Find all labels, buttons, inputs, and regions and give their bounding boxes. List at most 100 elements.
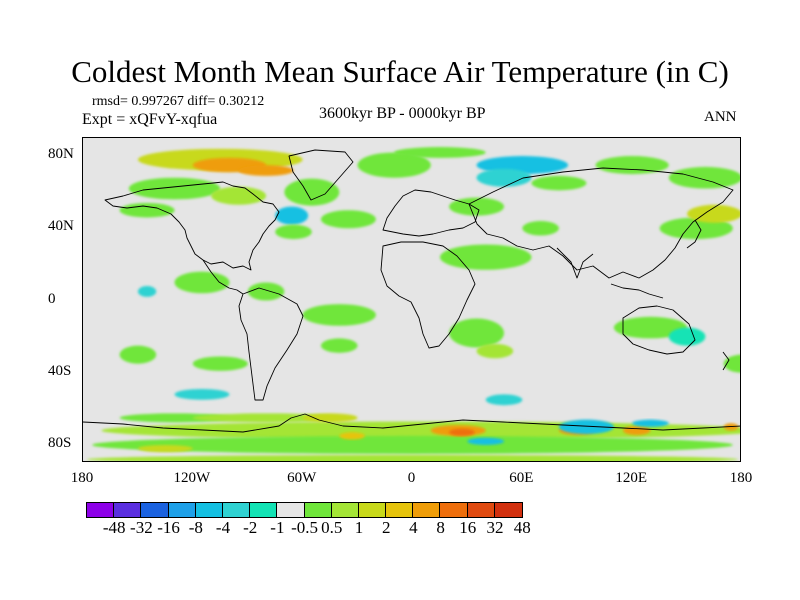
contour-region: [623, 425, 651, 436]
contour-region: [238, 165, 294, 176]
colorbar-swatch: [250, 503, 278, 517]
contour-region: [302, 304, 376, 326]
rmsd-diff-stats: rmsd= 0.997267 diff= 0.30212: [92, 94, 265, 109]
lat-tick-label: 40S: [48, 362, 72, 379]
contour-region: [439, 244, 532, 270]
colorbar-label: 48: [513, 518, 531, 537]
coast-africa: [380, 241, 476, 349]
colorbar-label: 16: [459, 518, 477, 537]
contour-region: [531, 175, 587, 191]
contour-region: [449, 428, 475, 436]
colorbar-label: 2: [381, 518, 391, 537]
lat-tick-label: 40N: [48, 218, 74, 235]
contour-region: [476, 343, 514, 359]
colorbar-label: 1: [354, 518, 364, 537]
contour-region: [192, 413, 340, 423]
lon-tick-label: 180: [729, 470, 753, 486]
colorbar-label: 0.5: [321, 518, 343, 537]
colorbar-label: 32: [486, 518, 504, 537]
colorbar-label: -4: [215, 518, 231, 537]
coast-antarctica: [83, 413, 740, 433]
colorbar-label: -32: [130, 518, 153, 537]
contour-region: [119, 345, 157, 364]
coast-india: [556, 247, 594, 279]
contour-region: [659, 217, 733, 240]
contour-region: [86, 454, 739, 461]
contour-region: [174, 388, 230, 400]
colorbar-swatch: [358, 503, 387, 517]
coast-indonesia: [610, 283, 664, 299]
lon-tick-label: 180: [70, 470, 94, 486]
contour-region: [119, 203, 175, 218]
contour-region: [302, 413, 358, 423]
contour-region: [522, 221, 559, 236]
colorbar-swatch: [168, 503, 196, 517]
lon-tick-label: 120W: [173, 470, 211, 486]
lon-tick-label: 120E: [615, 470, 647, 486]
contour-region: [137, 444, 193, 453]
lon-tick-label: 60E: [509, 470, 534, 486]
colorbar-swatch: [141, 503, 169, 517]
colorbar-label: -2: [243, 518, 258, 537]
colorbar-swatch: [331, 503, 359, 517]
contour-region: [613, 316, 688, 339]
coast-north-america: [104, 181, 280, 271]
colorbar-swatch: [87, 503, 115, 517]
coast-central-america: [202, 259, 244, 295]
colorbar-swatch: [304, 503, 332, 517]
colorbar-swatch: [277, 503, 305, 517]
colorbar-swatch: [440, 503, 468, 517]
colorbar-swatch: [195, 503, 223, 517]
contour-region: [558, 419, 614, 435]
colorbar-swatch: [222, 503, 251, 517]
colorbar-swatch: [467, 503, 495, 517]
lon-tick-label: 0: [407, 470, 416, 486]
colorbar-label: -0.5: [291, 518, 319, 537]
colorbar-label: 8: [436, 518, 445, 537]
map-plot-area: [82, 137, 741, 462]
contour-region: [668, 327, 706, 346]
coast-asia: [468, 167, 734, 279]
colorbar: [86, 502, 523, 518]
contour-region: [192, 356, 248, 371]
contour-region: [174, 271, 230, 294]
map-title: Coldest Month Mean Surface Air Temperatu…: [71, 54, 729, 89]
contour-region: [275, 224, 312, 240]
coastlines: [83, 149, 740, 433]
colorbar-label: 4: [409, 518, 418, 537]
contour-region: [137, 286, 157, 297]
colorbar-swatch: [494, 503, 522, 517]
contour-fill-layer: [86, 147, 740, 461]
colorbar-label: -8: [188, 518, 203, 537]
colorbar-swatch: [413, 503, 441, 517]
colorbar-swatch: [386, 503, 414, 517]
contour-region: [687, 204, 740, 223]
contour-region: [485, 394, 523, 406]
contour-region: [284, 178, 340, 206]
temperature-field: [83, 147, 740, 461]
colorbar-swatch: [114, 503, 142, 517]
contour-region: [723, 354, 740, 373]
contour-region: [668, 166, 740, 189]
period-label: 3600kyr BP - 0000kyr BP: [319, 105, 486, 122]
contour-region: [119, 413, 230, 423]
coast-new-zealand: [722, 351, 730, 371]
colorbar-label: -48: [102, 518, 126, 537]
contour-region: [128, 177, 221, 200]
contour-region: [357, 152, 431, 178]
contour-region: [449, 318, 505, 348]
contour-region: [595, 156, 669, 175]
colorbar-label: -1: [270, 518, 285, 537]
contour-region: [320, 338, 358, 353]
lat-tick-label: 80N: [48, 146, 74, 163]
contour-region: [632, 419, 669, 427]
contour-region: [247, 282, 285, 301]
experiment-label: Expt = xQFvY-xqfua: [82, 111, 218, 128]
contour-region: [275, 206, 309, 225]
coast-australia: [622, 305, 696, 355]
contour-region: [394, 147, 486, 158]
coast-japan: [686, 219, 702, 249]
colorbar-label: -16: [157, 518, 180, 537]
contour-region: [467, 437, 505, 445]
coast-south-america: [238, 287, 304, 401]
